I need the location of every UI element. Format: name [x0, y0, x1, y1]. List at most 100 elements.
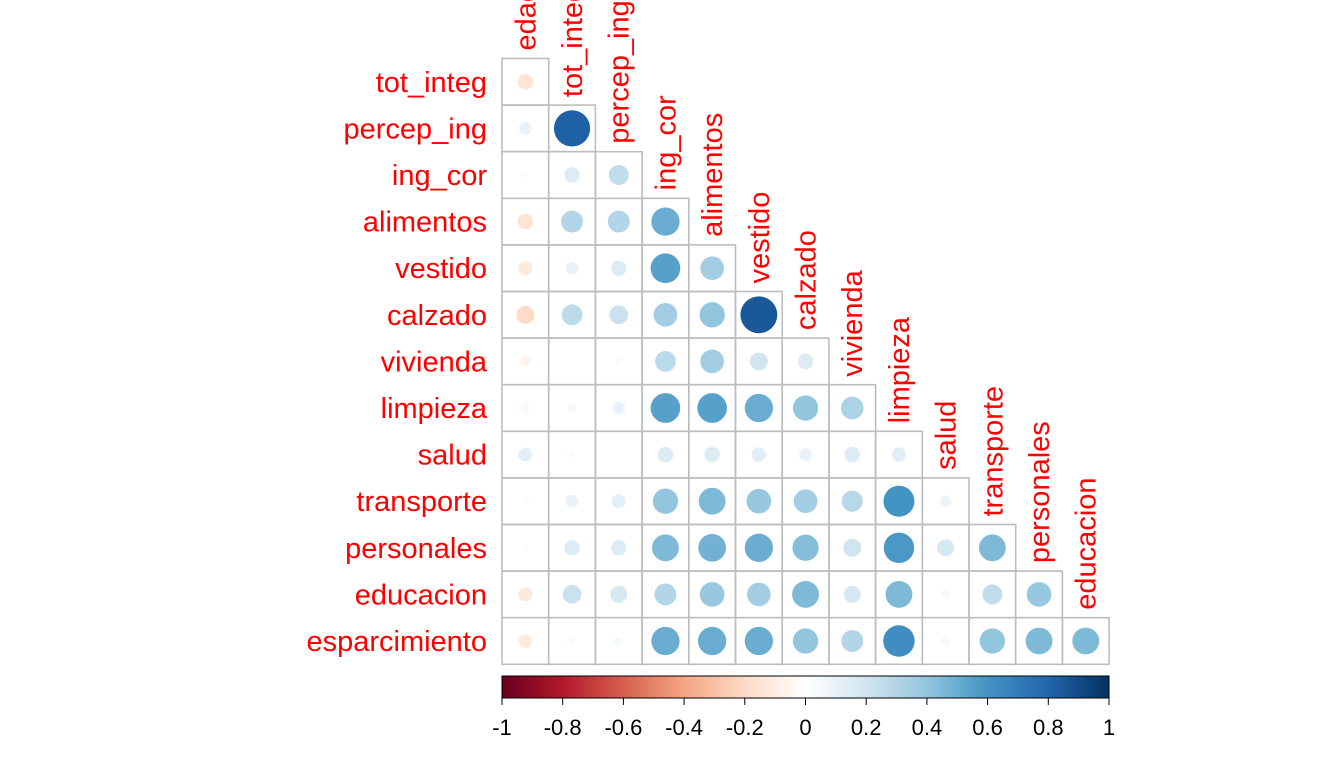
correlation-circle [520, 403, 530, 413]
correlation-circle [1072, 627, 1100, 655]
correlation-circle [568, 637, 576, 645]
correlation-circle [704, 446, 720, 463]
correlation-circle [747, 582, 771, 607]
correlation-circle [568, 451, 576, 459]
correlation-circle [611, 540, 627, 556]
colorbar-tick-label: 0 [799, 715, 811, 740]
correlation-circle [841, 490, 863, 512]
column-labels: edad tot_integ percep_ing ing_cor alimentos v… [510, 0, 1102, 610]
correlation-circle [843, 538, 862, 557]
column-label: personales [1024, 421, 1056, 563]
correlation-circle [562, 585, 582, 604]
correlation-circle [657, 446, 674, 463]
colorbar-tick-label: 0.4 [912, 715, 943, 740]
correlation-circle [840, 396, 864, 420]
correlation-circle [698, 487, 726, 515]
correlation-circle [792, 628, 819, 654]
correlation-circle [521, 544, 529, 552]
column-label: transporte [977, 386, 1009, 517]
correlation-circle [883, 485, 915, 517]
correlation-circle [792, 395, 819, 421]
correlation-circle [565, 494, 579, 508]
cell-grid [501, 57, 1110, 666]
correlation-circle [609, 305, 629, 325]
row-label: tot_integ [376, 67, 487, 99]
correlation-circle [561, 210, 584, 233]
colorbar-tick-label: -1 [492, 715, 512, 740]
column-label: salud [931, 401, 963, 470]
correlation-circle [608, 165, 629, 185]
correlation-circle [885, 580, 913, 608]
correlation-circle [610, 585, 628, 603]
correlation-circle [522, 172, 529, 178]
correlation-circle [982, 584, 1003, 605]
correlation-circle [740, 296, 778, 334]
colorbar-tick-label: -0.8 [544, 715, 582, 740]
row-label: educacion [355, 579, 487, 611]
correlation-circle [697, 393, 727, 423]
correlation-circle [1026, 582, 1052, 607]
correlation-circle [883, 532, 915, 564]
correlation-circles [516, 74, 1100, 657]
correlation-circle [698, 626, 727, 656]
colorbar-gradient [501, 675, 1110, 699]
row-label: salud [418, 440, 487, 472]
correlation-circle [979, 628, 1005, 654]
correlation-circle [699, 302, 725, 328]
colorbar-tick-label: -0.6 [604, 715, 642, 740]
correlation-circle [939, 495, 952, 507]
correlation-circle [744, 393, 773, 423]
correlation-circle [650, 393, 681, 423]
column-label: edad [510, 0, 542, 51]
correlation-circle [700, 256, 724, 281]
correlation-circle [521, 497, 529, 505]
correlation-circle [518, 447, 533, 462]
correlation-circle [793, 489, 818, 514]
column-label: percep_ing [604, 0, 636, 144]
correlation-circle [792, 580, 819, 608]
row-label: ing_cor [392, 160, 487, 192]
column-label: limpieza [884, 316, 916, 423]
correlation-circle [519, 122, 532, 135]
correlation-circle [614, 636, 624, 646]
column-label: vestido [744, 192, 776, 284]
correlation-circle [841, 630, 864, 652]
column-label: calzado [791, 230, 823, 330]
colorbar [501, 675, 1110, 699]
correlation-circle [654, 583, 677, 606]
correlation-circle [749, 352, 768, 371]
correlation-circle [653, 302, 678, 327]
correlation-circle [520, 356, 531, 367]
correlation-circle [518, 634, 533, 648]
column-label: ing_cor [650, 95, 682, 190]
correlation-circle [611, 494, 626, 509]
row-label: esparcimiento [306, 626, 487, 658]
correlation-circle [698, 533, 727, 562]
column-label: alimentos [697, 113, 729, 237]
correlation-circle [699, 582, 725, 607]
correlation-circle [891, 447, 907, 462]
correlation-circle [941, 636, 951, 646]
correlation-circle [564, 540, 580, 556]
column-label: educacion [1071, 477, 1103, 609]
correlation-circle [516, 305, 535, 324]
correlation-circle [744, 626, 773, 656]
correlation-circle [652, 488, 679, 514]
correlation-circle [518, 587, 533, 602]
correlation-circle [518, 261, 533, 276]
row-label: personales [345, 533, 487, 565]
colorbar-tick-label: 0.8 [1033, 715, 1064, 740]
correlation-circle [651, 207, 680, 236]
correlation-circle [792, 534, 819, 561]
correlation-circle [1025, 627, 1053, 655]
row-labels: tot_integ percep_ing ing_cor alimentos vesti… [306, 67, 487, 658]
row-label: percep_ing [344, 113, 488, 145]
correlation-circle [607, 210, 630, 233]
correlation-circle [567, 403, 577, 413]
correlation-circle [799, 448, 812, 461]
row-label: limpieza [381, 393, 488, 425]
correlation-circle [978, 534, 1006, 562]
colorbar-tick-label: -0.4 [665, 715, 703, 740]
grid-cell [1061, 616, 1110, 666]
